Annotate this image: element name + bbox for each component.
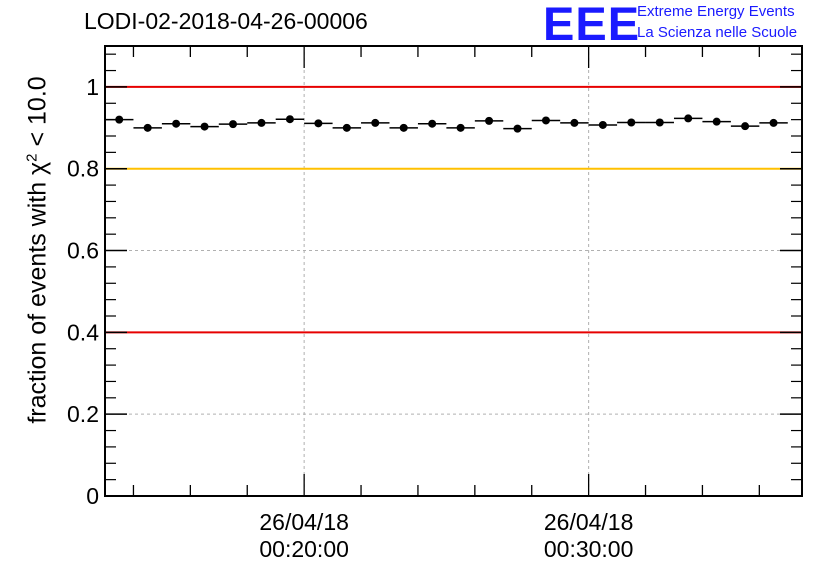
data-point-7 — [314, 119, 323, 128]
data-point-16 — [570, 118, 579, 127]
axis-ticks: 00.20.40.60.8126/04/1800:20:0026/04/1800… — [67, 46, 802, 562]
data-point-12 — [456, 123, 465, 132]
data-point-13 — [485, 116, 494, 125]
data-point-3 — [200, 122, 209, 131]
data-point-2 — [172, 119, 181, 128]
data-point-17 — [598, 120, 607, 129]
y-tick-label-5: 1 — [86, 74, 99, 100]
x-tick-label-time-0: 00:20:00 — [259, 536, 349, 562]
data-point-5 — [257, 118, 266, 127]
data-point-1 — [143, 123, 152, 132]
y-tick-label-3: 0.6 — [67, 238, 99, 264]
data-point-23 — [769, 118, 778, 127]
y-tick-label-2: 0.4 — [67, 319, 99, 345]
x-tick-label-date-0: 26/04/18 — [259, 509, 349, 535]
data-point-22 — [741, 122, 750, 131]
data-point-14 — [513, 124, 522, 133]
y-tick-label-0: 0 — [86, 483, 99, 509]
x-tick-label-time-1: 00:30:00 — [544, 536, 634, 562]
eee-logo: EEE — [543, 0, 641, 50]
data-point-0 — [115, 115, 124, 124]
axes-frame — [104, 45, 803, 497]
logo-subtitle-line1: Extreme Energy Events — [637, 3, 795, 20]
y-axis-label-main: fraction of events with χ — [23, 161, 52, 424]
logo-subtitle-line2: La Scienza nelle Scuole — [637, 24, 798, 41]
chart-title: LODI-02-2018-04-26-00006 — [84, 8, 368, 34]
grid-lines — [105, 46, 802, 496]
data-point-18 — [627, 118, 636, 127]
data-point-10 — [399, 123, 408, 132]
data-point-4 — [229, 120, 238, 129]
y-tick-label-1: 0.2 — [67, 401, 99, 427]
y-tick-label-4: 0.8 — [67, 156, 99, 182]
reference-lines — [105, 85, 802, 334]
x-tick-label-date-1: 26/04/18 — [544, 509, 634, 535]
data-point-20 — [684, 114, 693, 123]
data-point-15 — [541, 116, 550, 125]
y-axis-label-tail: < 10.0 — [23, 76, 52, 154]
data-point-9 — [371, 118, 380, 127]
y-axis-label: fraction of events with χ2 < 10.0 — [23, 76, 52, 423]
data-point-6 — [285, 115, 294, 124]
data-point-19 — [655, 118, 664, 127]
data-point-11 — [428, 119, 437, 128]
data-points — [105, 114, 788, 133]
data-point-21 — [712, 117, 721, 126]
plot-frame — [104, 45, 803, 497]
data-point-8 — [342, 123, 351, 132]
y-axis-label-superscript: 2 — [23, 153, 41, 162]
